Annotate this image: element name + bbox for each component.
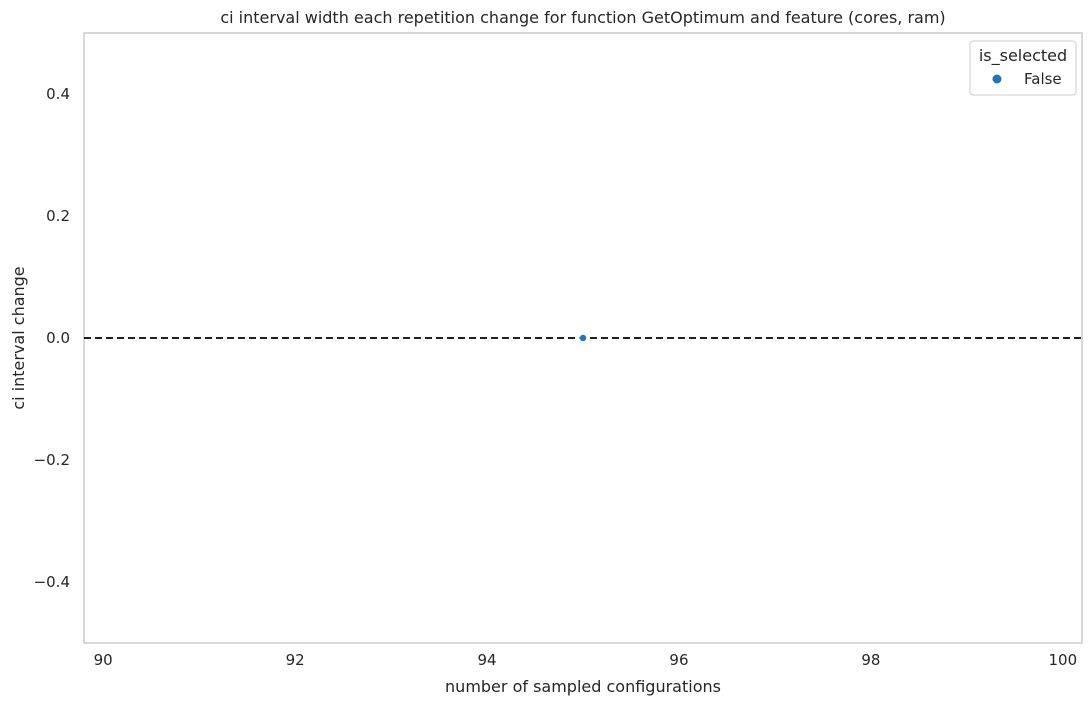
data-point — [579, 334, 587, 342]
y-tick-label: 0.4 — [46, 85, 70, 103]
legend: is_selected False — [969, 40, 1077, 96]
y-tick-label: −0.4 — [34, 573, 70, 591]
chart-title: ci interval width each repetition change… — [220, 8, 945, 27]
y-tick-label: 0.0 — [46, 329, 70, 347]
x-axis-label: number of sampled configurations — [445, 677, 721, 696]
x-tick-label: 98 — [861, 651, 880, 669]
scatter-points — [579, 334, 587, 342]
x-axis-ticks: 90 92 94 96 98 100 — [94, 651, 1077, 669]
x-tick-label: 92 — [286, 651, 305, 669]
x-tick-label: 94 — [477, 651, 496, 669]
x-tick-label: 100 — [1048, 651, 1077, 669]
x-tick-label: 90 — [94, 651, 113, 669]
y-axis-ticks: 0.4 0.2 0.0 −0.2 −0.4 — [34, 85, 70, 591]
y-tick-label: −0.2 — [34, 451, 70, 469]
x-tick-label: 96 — [669, 651, 688, 669]
legend-marker-false — [992, 74, 1002, 84]
y-axis-label: ci interval change — [9, 266, 28, 409]
legend-title: is_selected — [979, 46, 1067, 66]
legend-label-false: False — [1024, 70, 1062, 88]
y-tick-label: 0.2 — [46, 207, 70, 225]
